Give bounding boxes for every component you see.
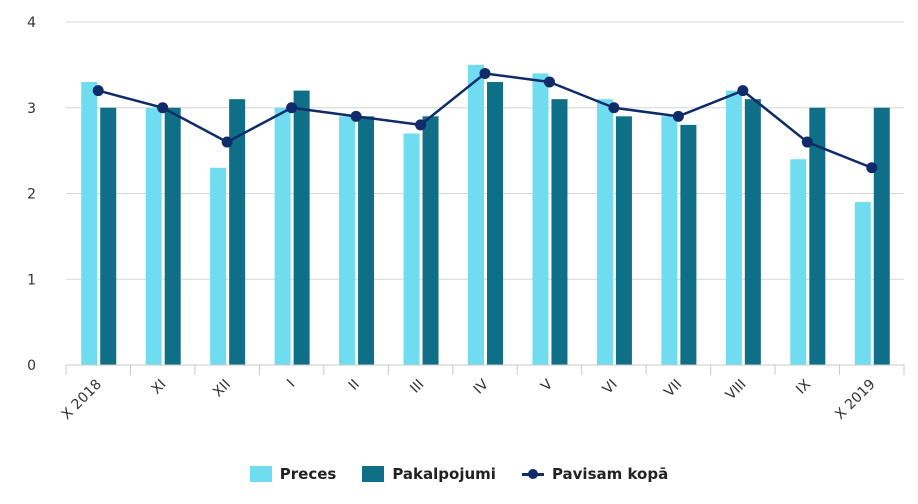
x-tick-label: I xyxy=(284,377,298,391)
bar-pakalpojumi xyxy=(680,124,697,366)
bar-pakalpojumi xyxy=(229,99,246,366)
total-line-point xyxy=(543,76,555,88)
legend-swatch-pavisam-kopa xyxy=(521,466,544,482)
bar-preces xyxy=(81,82,98,366)
bar-preces xyxy=(596,99,613,366)
total-line-point xyxy=(415,119,427,131)
y-tick-label: 2 xyxy=(27,187,36,203)
bar-pakalpojumi xyxy=(100,107,117,365)
bar-pakalpojumi xyxy=(487,82,503,366)
legend-item-pakalpojumi[interactable]: Pakalpojumi xyxy=(362,465,496,483)
bar-pakalpojumi xyxy=(422,116,439,365)
total-line-point xyxy=(866,162,878,174)
x-tick-label: V xyxy=(538,376,556,394)
x-axis xyxy=(65,364,905,375)
bar-pakalpojumi xyxy=(615,116,632,365)
x-tick-label: XI xyxy=(148,377,169,398)
legend: Preces Pakalpojumi Pavisam kopā xyxy=(0,465,918,483)
x-tick-label: VI xyxy=(600,377,621,398)
x-tick-label: IX xyxy=(793,376,814,397)
total-line-point xyxy=(350,110,362,122)
total-line-point xyxy=(221,136,233,148)
y-axis: 0 1 2 3 4 xyxy=(27,15,36,374)
x-tick-label: II xyxy=(346,377,363,394)
bar-pakalpojumi xyxy=(358,116,375,365)
total-line-point xyxy=(737,85,749,97)
legend-item-pavisam-kopa[interactable]: Pavisam kopā xyxy=(521,465,669,483)
x-tick-label: VIII xyxy=(723,377,750,404)
bar-preces xyxy=(468,64,484,365)
x-tick-label: XII xyxy=(210,377,234,401)
y-tick-label: 4 xyxy=(27,15,36,31)
total-line-point xyxy=(157,102,169,114)
bar-pakalpojumi xyxy=(873,107,890,365)
x-tick-label: X 2018 xyxy=(59,377,105,423)
bar-pakalpojumi xyxy=(293,90,310,365)
bars xyxy=(81,64,890,366)
bar-preces xyxy=(854,202,871,365)
legend-label-pavisam-kopa: Pavisam kopā xyxy=(551,465,669,483)
gridlines xyxy=(66,21,904,280)
legend-swatch-preces xyxy=(249,466,272,482)
total-line-point xyxy=(286,102,298,114)
legend-label-pakalpojumi: Pakalpojumi xyxy=(392,465,496,483)
bar-preces xyxy=(661,116,678,365)
y-tick-label: 3 xyxy=(27,101,36,117)
bar-preces xyxy=(532,73,549,365)
bar-pakalpojumi xyxy=(164,107,181,365)
x-tick-label: VII xyxy=(661,377,685,401)
total-line-point xyxy=(801,136,813,148)
x-tick-labels: X 2018 XI XII I II III IV V VI VII VIII IX X 2019 xyxy=(59,376,879,423)
bar-preces xyxy=(210,167,227,365)
total-line-point xyxy=(608,102,620,114)
total-line-point xyxy=(479,67,491,79)
bar-pakalpojumi xyxy=(551,99,568,366)
bar-preces xyxy=(339,116,356,365)
bar-preces xyxy=(145,107,162,365)
bar-preces xyxy=(725,90,742,365)
bar-preces xyxy=(403,133,420,365)
total-line-point xyxy=(672,110,684,122)
legend-item-preces[interactable]: Preces xyxy=(249,465,337,483)
y-tick-label: 1 xyxy=(27,272,36,288)
bar-pakalpojumi xyxy=(809,107,826,365)
bar-preces xyxy=(790,159,807,365)
bar-pakalpojumi xyxy=(744,99,761,366)
legend-label-preces: Preces xyxy=(279,465,337,483)
y-tick-label: 0 xyxy=(27,358,36,374)
x-tick-label: X 2019 xyxy=(832,377,878,423)
legend-swatch-pakalpojumi xyxy=(362,466,385,482)
x-tick-label: III xyxy=(407,377,427,397)
total-line xyxy=(92,67,878,174)
x-tick-label: IV xyxy=(471,376,492,397)
bar-preces xyxy=(274,107,291,365)
total-line-point xyxy=(92,85,104,97)
